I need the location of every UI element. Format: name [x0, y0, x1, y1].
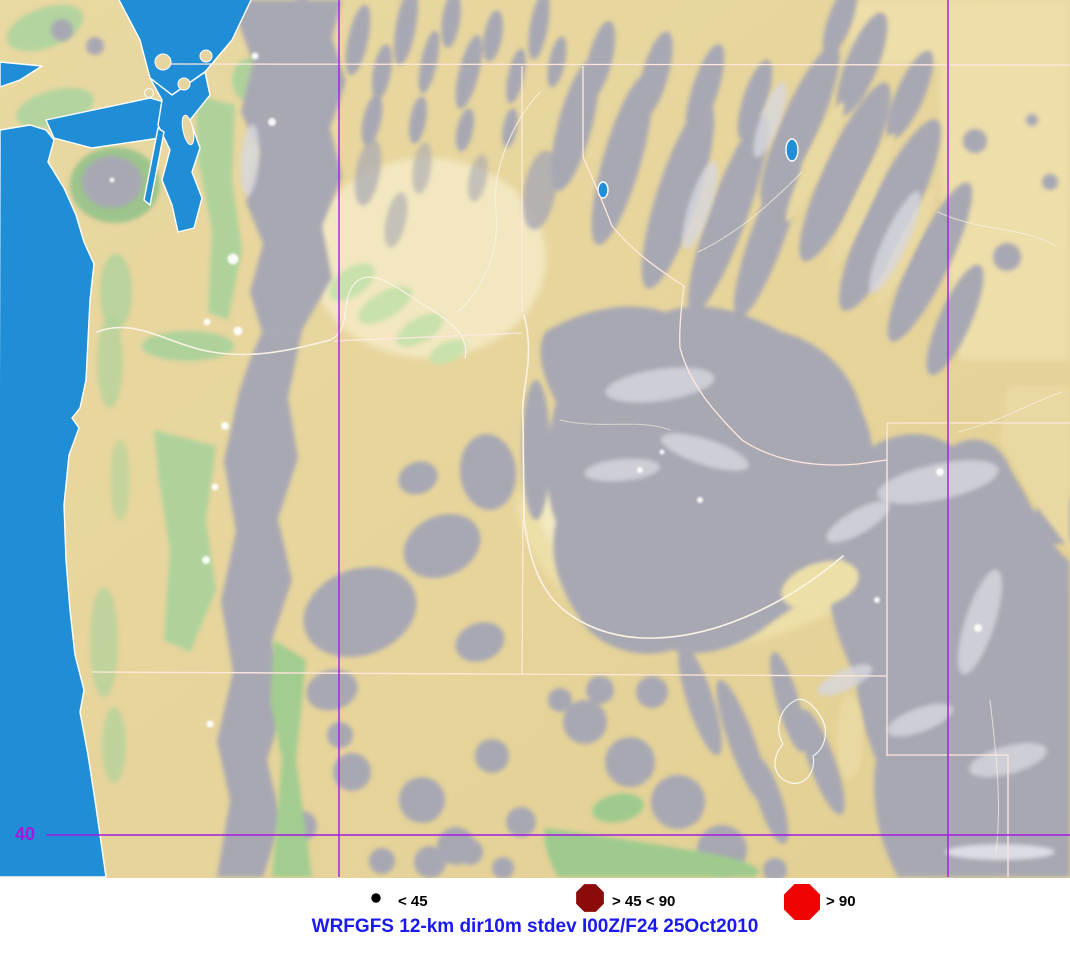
red-octagon-shape [783, 883, 821, 921]
mountains-layer [51, 0, 1070, 878]
lowlands-layer [6, 4, 467, 783]
black-dot-shape [371, 893, 381, 903]
legend-label-gt90: > 90 [826, 893, 856, 910]
legend: < 45 > 45 < 90 > 90 [0, 878, 1070, 969]
legend-label-lt45: < 45 [398, 893, 428, 910]
map-area: 40 [0, 0, 1070, 878]
state-borders-layer [91, 63, 1070, 877]
peaks-layer [109, 52, 982, 728]
black-dot-icon [371, 893, 381, 903]
plot-title: WRFGFS 12-km dir10m stdev I00Z/F24 25Oct… [311, 916, 759, 937]
south-lowlands [270, 640, 760, 877]
valley-overlays [781, 102, 1070, 779]
terrain-map-graphic [0, 0, 1070, 878]
islands [144, 49, 213, 146]
graticule-layer [46, 0, 1070, 877]
red-octagon-icon [783, 883, 821, 921]
legend-label-45-90: > 45 < 90 [612, 893, 676, 910]
dark-red-octagon-shape [576, 884, 604, 912]
ridge-highlights [240, 82, 1055, 860]
latitude-40-label: 40 [15, 824, 36, 844]
dark-red-octagon-icon [576, 884, 604, 912]
